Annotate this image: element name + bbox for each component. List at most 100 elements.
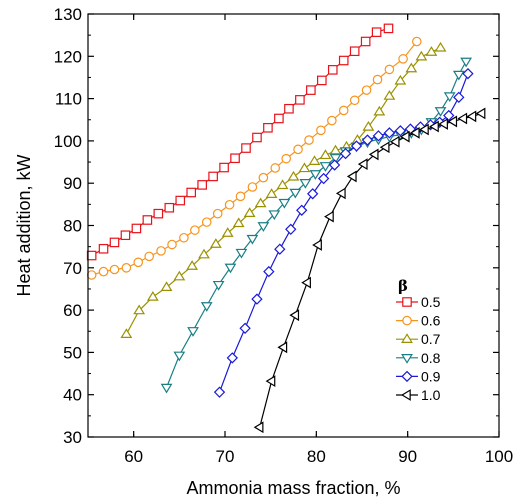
- data-point: [438, 118, 448, 130]
- data-point: [308, 155, 321, 165]
- data-point: [349, 46, 360, 57]
- legend-item-0.6: 0.6: [396, 313, 441, 329]
- data-point: [434, 107, 447, 117]
- data-point: [368, 148, 379, 161]
- data-point: [246, 234, 259, 245]
- legend-item-0.5: 0.5: [396, 294, 441, 310]
- data-point: [121, 262, 132, 273]
- data-point: [232, 217, 245, 228]
- data-point: [335, 187, 346, 200]
- series-line: [91, 27, 389, 257]
- data-point: [295, 95, 305, 105]
- data-point: [372, 74, 383, 85]
- data-point: [257, 222, 270, 232]
- data-point: [453, 91, 465, 104]
- y-tick-label: 90: [63, 174, 82, 193]
- data-point: [443, 92, 456, 103]
- data-point: [317, 75, 327, 86]
- data-point: [243, 207, 256, 217]
- data-point: [247, 182, 258, 192]
- legend-item-1.0: 1.0: [396, 387, 441, 403]
- data-point: [399, 130, 410, 143]
- data-point: [175, 195, 186, 206]
- y-tick-label: 100: [54, 132, 82, 151]
- data-point: [398, 54, 408, 64]
- data-point: [144, 251, 154, 262]
- data-point: [277, 341, 288, 354]
- data-point: [208, 171, 218, 182]
- data-point: [319, 162, 332, 172]
- data-point: [241, 143, 251, 153]
- data-point: [212, 208, 223, 219]
- data-point: [221, 227, 234, 237]
- data-point: [466, 110, 477, 123]
- data-point: [329, 154, 342, 164]
- data-point: [200, 302, 213, 312]
- data-point: [447, 115, 458, 128]
- x-tick-label: 60: [124, 447, 143, 466]
- series-0.5: [86, 23, 394, 261]
- data-point: [460, 57, 473, 68]
- data-point: [415, 50, 428, 61]
- data-point: [360, 36, 371, 47]
- legend-item-0.9: 0.9: [396, 368, 441, 384]
- data-point: [197, 180, 207, 190]
- data-point: [284, 103, 294, 114]
- data-point: [384, 64, 395, 75]
- data-point: [265, 188, 278, 198]
- data-point: [133, 304, 146, 315]
- data-point: [251, 293, 263, 305]
- data-point: [235, 191, 246, 202]
- data-point: [109, 237, 120, 248]
- data-point: [274, 243, 286, 255]
- series-line: [259, 112, 482, 428]
- data-point: [213, 386, 226, 398]
- y-tick-label: 40: [63, 386, 82, 405]
- data-point: [383, 90, 396, 100]
- data-point: [263, 122, 273, 133]
- legend-label: 0.8: [421, 350, 441, 366]
- x-tick-label: 80: [307, 447, 326, 466]
- x-tick-label: 100: [485, 447, 513, 466]
- data-point: [350, 140, 363, 152]
- data-point: [86, 250, 97, 261]
- data-point: [327, 65, 338, 75]
- data-point: [219, 162, 229, 173]
- data-point: [133, 257, 144, 268]
- series-line: [125, 47, 441, 335]
- data-point: [209, 238, 222, 248]
- data-point: [394, 74, 407, 85]
- data-point: [276, 179, 289, 190]
- data-point: [316, 125, 326, 136]
- data-point: [411, 36, 422, 47]
- data-point: [338, 105, 349, 116]
- data-point: [153, 208, 164, 219]
- data-point: [86, 270, 97, 280]
- data-point: [179, 232, 189, 243]
- data-point: [190, 225, 200, 235]
- data-point: [338, 55, 349, 66]
- data-point: [394, 125, 407, 137]
- data-point: [156, 246, 166, 256]
- data-point: [339, 147, 352, 160]
- data-point: [270, 163, 281, 173]
- data-point: [258, 172, 269, 183]
- x-tick-label: 90: [398, 447, 417, 466]
- data-point: [146, 290, 159, 301]
- data-point: [389, 135, 400, 148]
- y-tick-label: 130: [54, 5, 82, 24]
- data-point: [167, 239, 177, 250]
- data-point: [239, 322, 251, 334]
- data-point: [462, 67, 474, 80]
- data-point: [173, 351, 186, 362]
- data-point: [173, 270, 186, 281]
- data-point: [317, 172, 330, 185]
- data-point: [160, 383, 173, 394]
- data-point: [289, 188, 302, 199]
- series-0.7: [120, 41, 447, 338]
- data-point: [160, 281, 173, 292]
- y-tick-label: 50: [63, 343, 82, 362]
- legend: β 0.5 0.6 0.7 0.8 0.9 1.0: [396, 277, 441, 403]
- y-tick-label: 30: [63, 428, 82, 447]
- data-point: [301, 276, 311, 289]
